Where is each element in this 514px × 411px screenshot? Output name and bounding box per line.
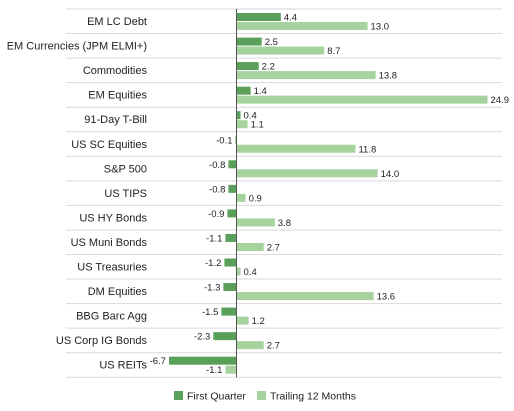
value-label-trailing-12-months-em-currencies-jpm-elmi: 8.7 — [327, 46, 340, 57]
bar-first-quarter-em-lc-debt — [236, 13, 281, 21]
bar-first-quarter-91-day-t-bill — [236, 111, 241, 120]
value-label-trailing-12-months-us-tips: 0.9 — [249, 193, 262, 204]
value-label-trailing-12-months-91-day-t-bill: 1.1 — [251, 120, 264, 131]
bar-trailing-12-months-bbg-barc-agg — [236, 316, 249, 325]
value-label-first-quarter-s-p-500: -0.8 — [209, 160, 225, 171]
value-labels: 4.413.02.58.72.213.81.424.90.41.1-0.111.… — [150, 13, 509, 377]
value-label-first-quarter-us-treasuries: -1.2 — [205, 258, 221, 269]
bar-trailing-12-months-us-sc-equities — [236, 144, 356, 153]
value-label-first-quarter-us-muni-bonds: -1.1 — [206, 233, 222, 244]
value-label-first-quarter-bbg-barc-agg: -1.5 — [202, 307, 218, 318]
category-labels: EM LC Debt EM Currencies (JPM ELMI+) Commo… — [7, 16, 148, 372]
legend-swatch-first-quarter — [174, 391, 183, 400]
value-label-trailing-12-months-us-corp-ig-bonds: 2.7 — [267, 341, 280, 352]
bar-first-quarter-us-hy-bonds — [227, 209, 237, 218]
value-label-trailing-12-months-em-lc-debt: 13.0 — [371, 22, 390, 33]
value-label-trailing-12-months-dm-equities: 13.6 — [377, 292, 396, 303]
legend-label-trailing-12-months: Trailing 12 Months — [270, 391, 356, 403]
value-label-trailing-12-months-us-treasuries: 0.4 — [244, 267, 257, 278]
bar-trailing-12-months-dm-equities — [236, 292, 374, 301]
value-label-trailing-12-months-us-sc-equities: 11.8 — [358, 144, 376, 155]
bar-trailing-12-months-us-tips — [236, 193, 246, 202]
value-label-first-quarter-us-hy-bonds: -0.9 — [208, 209, 224, 220]
bar-first-quarter-us-reits — [168, 356, 237, 365]
bar-trailing-12-months-us-corp-ig-bonds — [236, 341, 264, 350]
category-label-us-hy-bonds: US HY Bonds — [79, 212, 147, 224]
value-label-trailing-12-months-em-equities: 24.9 — [490, 95, 509, 106]
bar-first-quarter-commodities — [236, 62, 259, 71]
bar-trailing-12-months-em-lc-debt — [236, 22, 368, 30]
category-label-us-treasuries: US Treasuries — [77, 262, 147, 274]
bar-trailing-12-months-91-day-t-bill — [236, 120, 248, 129]
bars — [168, 13, 488, 374]
bar-first-quarter-us-muni-bonds — [225, 233, 237, 242]
value-label-first-quarter-em-currencies-jpm-elmi: 2.5 — [265, 37, 278, 48]
bar-trailing-12-months-us-muni-bonds — [236, 242, 264, 251]
bar-first-quarter-em-equities — [236, 86, 251, 95]
category-label-us-sc-equities: US SC Equities — [71, 139, 147, 151]
category-label-us-corp-ig-bonds: US Corp IG Bonds — [56, 335, 148, 347]
value-label-first-quarter-us-tips: -0.8 — [209, 184, 225, 195]
bar-first-quarter-us-tips — [228, 184, 237, 193]
category-label-em-currencies-jpm-elmi: EM Currencies (JPM ELMI+) — [7, 41, 147, 53]
value-label-trailing-12-months-commodities: 13.8 — [379, 71, 398, 82]
value-label-trailing-12-months-s-p-500: 14.0 — [381, 169, 400, 180]
value-label-first-quarter-us-sc-equities: -0.1 — [216, 135, 232, 146]
category-label-s-p-500: S&P 500 — [104, 163, 147, 175]
value-label-first-quarter-commodities: 2.2 — [262, 62, 275, 73]
value-label-first-quarter-em-equities: 1.4 — [254, 86, 267, 97]
value-label-trailing-12-months-us-reits: -1.1 — [206, 365, 222, 376]
value-label-first-quarter-em-lc-debt: 4.4 — [284, 13, 297, 24]
bar-trailing-12-months-commodities — [236, 71, 376, 80]
value-label-trailing-12-months-us-hy-bonds: 3.8 — [278, 218, 291, 229]
category-label-us-muni-bonds: US Muni Bonds — [71, 237, 148, 249]
value-label-first-quarter-us-reits: -6.7 — [150, 356, 166, 367]
legend-swatch-trailing-12-months — [257, 391, 266, 400]
category-label-91-day-t-bill: 91-Day T-Bill — [84, 114, 147, 126]
category-label-bbg-barc-agg: BBG Barc Agg — [76, 311, 147, 323]
value-label-first-quarter-us-corp-ig-bonds: -2.3 — [194, 332, 210, 343]
category-label-us-reits: US REITs — [99, 360, 147, 372]
bar-trailing-12-months-us-reits — [225, 365, 237, 374]
category-label-commodities: Commodities — [83, 65, 148, 77]
bar-trailing-12-months-em-equities — [236, 95, 488, 104]
bar-first-quarter-em-currencies-jpm-elmi — [236, 37, 262, 46]
bar-first-quarter-dm-equities — [223, 283, 237, 292]
legend-label-first-quarter: First Quarter — [187, 391, 246, 403]
bar-trailing-12-months-em-currencies-jpm-elmi — [236, 46, 325, 55]
category-label-dm-equities: DM Equities — [88, 286, 148, 298]
category-label-em-lc-debt: EM LC Debt — [87, 16, 147, 28]
category-label-us-tips: US TIPS — [104, 188, 147, 200]
legend: First Quarter Trailing 12 Months — [174, 391, 356, 403]
bar-trailing-12-months-s-p-500 — [236, 169, 378, 178]
bar-trailing-12-months-us-hy-bonds — [236, 218, 275, 227]
value-label-first-quarter-dm-equities: -1.3 — [204, 283, 220, 294]
value-label-trailing-12-months-us-muni-bonds: 2.7 — [267, 242, 280, 253]
value-label-trailing-12-months-bbg-barc-agg: 1.2 — [252, 316, 265, 327]
bar-first-quarter-s-p-500 — [228, 160, 237, 169]
category-label-em-equities: EM Equities — [88, 90, 147, 102]
bar-first-quarter-us-treasuries — [224, 258, 237, 267]
bar-first-quarter-us-sc-equities — [235, 135, 237, 144]
value-label-first-quarter-91-day-t-bill: 0.4 — [244, 111, 257, 122]
row-separators — [66, 8, 502, 378]
bar-first-quarter-bbg-barc-agg — [221, 307, 237, 316]
bar-first-quarter-us-corp-ig-bonds — [213, 332, 237, 341]
bar-trailing-12-months-us-treasuries — [236, 267, 241, 276]
